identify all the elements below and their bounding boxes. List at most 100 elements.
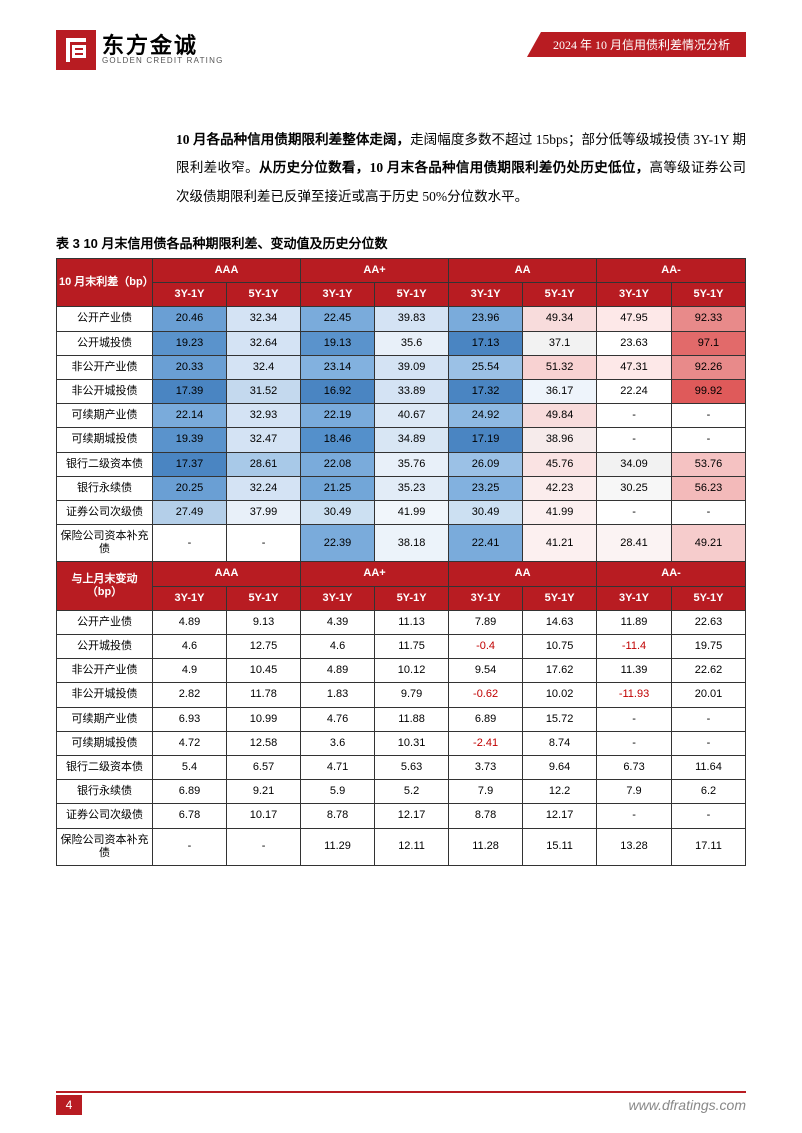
row-label: 银行二级资本债 [57, 755, 153, 779]
row-label: 银行永续债 [57, 780, 153, 804]
section1-label: 10 月末利差（bp） [57, 259, 153, 307]
cell: 22.14 [153, 404, 227, 428]
cell: 6.93 [153, 707, 227, 731]
table-row: 公开产业债4.899.134.3911.137.8914.6311.8922.6… [57, 610, 746, 634]
brand-logo: 东方金诚 GOLDEN CREDIT RATING [56, 30, 224, 70]
cell: 30.49 [301, 500, 375, 524]
cell: - [671, 500, 745, 524]
cell: 30.49 [449, 500, 523, 524]
cell: 32.93 [227, 404, 301, 428]
tenor-header: 5Y-1Y [375, 283, 449, 307]
cell: 32.64 [227, 331, 301, 355]
table-row: 非公开产业债4.910.454.8910.129.5417.6211.3922.… [57, 659, 746, 683]
cell: - [597, 428, 672, 452]
cell: 41.99 [523, 500, 597, 524]
cell: 24.92 [449, 404, 523, 428]
rating-header: AA- [597, 259, 746, 283]
cell: 34.09 [597, 452, 672, 476]
cell: 22.08 [301, 452, 375, 476]
cell: 5.4 [153, 755, 227, 779]
cell: 11.13 [375, 610, 449, 634]
cell: 15.11 [523, 828, 597, 865]
cell: - [597, 707, 672, 731]
cell: 38.96 [523, 428, 597, 452]
cell: 1.83 [301, 683, 375, 707]
rating-header: AA- [597, 562, 746, 586]
cell: 22.45 [301, 307, 375, 331]
spread-table: 10 月末利差（bp） AAA AA+ AA AA- 3Y-1Y5Y-1Y3Y-… [56, 258, 746, 866]
cell: 92.33 [671, 307, 745, 331]
page-header: 东方金诚 GOLDEN CREDIT RATING 2024 年 10 月信用债… [56, 30, 746, 70]
cell: 97.1 [671, 331, 745, 355]
cell: 37.1 [523, 331, 597, 355]
cell: 6.2 [671, 780, 745, 804]
row-label: 公开城投债 [57, 635, 153, 659]
cell: 10.12 [375, 659, 449, 683]
cell: 12.17 [375, 804, 449, 828]
cell: 9.64 [523, 755, 597, 779]
tenor-header: 3Y-1Y [153, 283, 227, 307]
rating-header: AA [449, 562, 597, 586]
cell: 20.25 [153, 476, 227, 500]
tenor-header: 5Y-1Y [227, 283, 301, 307]
cell: 9.79 [375, 683, 449, 707]
row-label: 保险公司资本补充债 [57, 828, 153, 865]
cell: 51.32 [523, 355, 597, 379]
cell: 31.52 [227, 379, 301, 403]
tenor-header: 5Y-1Y [671, 586, 745, 610]
cell: 7.9 [449, 780, 523, 804]
table-row: 银行二级资本债17.3728.6122.0835.7626.0945.7634.… [57, 452, 746, 476]
cell: - [227, 525, 301, 562]
cell: 23.96 [449, 307, 523, 331]
cell: 12.17 [523, 804, 597, 828]
cell: 26.09 [449, 452, 523, 476]
cell: 39.83 [375, 307, 449, 331]
cell: - [671, 707, 745, 731]
cell: 27.49 [153, 500, 227, 524]
tenor-header: 5Y-1Y [375, 586, 449, 610]
section2-label: 与上月末变动（bp） [57, 562, 153, 610]
tenor-header: 3Y-1Y [153, 586, 227, 610]
row-label: 公开产业债 [57, 307, 153, 331]
cell: 22.62 [671, 659, 745, 683]
cell: 19.13 [301, 331, 375, 355]
cell: 23.25 [449, 476, 523, 500]
cell: 32.47 [227, 428, 301, 452]
cell: - [153, 525, 227, 562]
cell: 22.41 [449, 525, 523, 562]
rating-header: AA+ [301, 259, 449, 283]
row-label: 非公开城投债 [57, 379, 153, 403]
table-row: 银行永续债6.899.215.95.27.912.27.96.2 [57, 780, 746, 804]
cell: 10.02 [523, 683, 597, 707]
cell: 22.39 [301, 525, 375, 562]
page-number: 4 [56, 1095, 82, 1115]
cell: 35.6 [375, 331, 449, 355]
cell: 15.72 [523, 707, 597, 731]
cell: 36.17 [523, 379, 597, 403]
cell: 47.31 [597, 355, 672, 379]
cell: - [597, 731, 672, 755]
cell: 11.89 [597, 610, 672, 634]
row-label: 公开产业债 [57, 610, 153, 634]
tenor-header: 3Y-1Y [449, 283, 523, 307]
cell: 4.39 [301, 610, 375, 634]
row-label: 保险公司资本补充债 [57, 525, 153, 562]
cell: 42.23 [523, 476, 597, 500]
row-label: 公开城投债 [57, 331, 153, 355]
table-row: 公开城投债4.612.754.611.75-0.410.75-11.419.75 [57, 635, 746, 659]
cell: 7.89 [449, 610, 523, 634]
cell: - [597, 500, 672, 524]
table-row: 公开城投债19.2332.6419.1335.617.1337.123.6397… [57, 331, 746, 355]
table-row: 公开产业债20.4632.3422.4539.8323.9649.3447.95… [57, 307, 746, 331]
cell: 56.23 [671, 476, 745, 500]
row-label: 可续期城投债 [57, 731, 153, 755]
cell: 6.78 [153, 804, 227, 828]
row-label: 非公开产业债 [57, 659, 153, 683]
cell: 23.63 [597, 331, 672, 355]
cell: 45.76 [523, 452, 597, 476]
cell: 6.73 [597, 755, 672, 779]
cell: 4.89 [153, 610, 227, 634]
cell: 4.6 [301, 635, 375, 659]
cell: 10.75 [523, 635, 597, 659]
tenor-header: 5Y-1Y [523, 586, 597, 610]
